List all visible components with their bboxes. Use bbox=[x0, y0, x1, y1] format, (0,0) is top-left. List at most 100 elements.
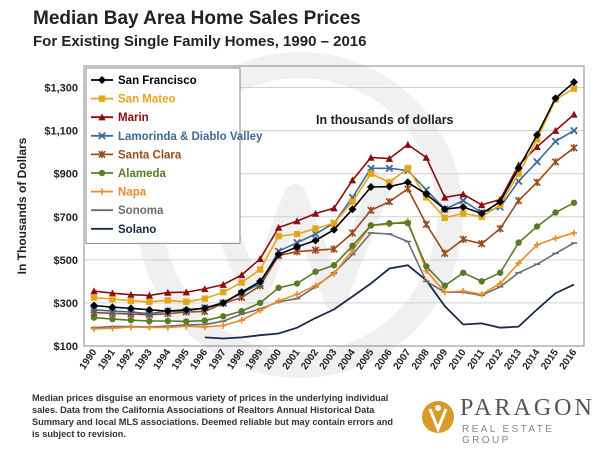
data-point bbox=[515, 239, 522, 246]
data-point bbox=[570, 110, 578, 118]
data-point bbox=[441, 288, 448, 296]
data-point bbox=[293, 217, 301, 225]
data-point bbox=[109, 315, 116, 323]
data-point bbox=[552, 235, 559, 242]
data-point bbox=[127, 323, 135, 331]
x-tick-label: 2013 bbox=[502, 347, 524, 372]
y-tick-label: $1,300 bbox=[44, 83, 78, 95]
data-point bbox=[533, 241, 541, 248]
data-point bbox=[460, 269, 467, 276]
data-point bbox=[312, 268, 319, 275]
x-tick-label: 2010 bbox=[447, 347, 469, 372]
data-point bbox=[533, 178, 541, 187]
data-point bbox=[570, 85, 578, 92]
data-point bbox=[533, 130, 542, 139]
data-point bbox=[459, 196, 468, 205]
data-point bbox=[366, 183, 375, 192]
data-point bbox=[220, 322, 227, 329]
data-point bbox=[477, 239, 486, 248]
data-point bbox=[164, 324, 172, 331]
y-tick-label: $100 bbox=[54, 341, 78, 353]
data-point bbox=[385, 164, 394, 173]
data-point bbox=[312, 225, 319, 232]
paragon-logo: PARAGON REAL ESTATE GROUP bbox=[420, 393, 595, 446]
data-point bbox=[460, 210, 467, 217]
data-point bbox=[238, 307, 245, 315]
legend-item: San Mateo bbox=[91, 94, 176, 106]
data-point bbox=[385, 154, 394, 162]
data-point bbox=[311, 236, 320, 245]
data-point bbox=[201, 317, 208, 324]
data-point bbox=[98, 76, 106, 84]
data-point bbox=[183, 298, 190, 306]
legend-label: Napa bbox=[118, 187, 147, 199]
data-point bbox=[275, 297, 282, 304]
data-point bbox=[423, 263, 430, 270]
data-point bbox=[496, 224, 504, 233]
data-point bbox=[514, 177, 523, 186]
data-point bbox=[551, 158, 560, 166]
data-point bbox=[441, 214, 448, 222]
legend-item: Lamorinda & Diablo Valley bbox=[91, 131, 263, 143]
paragon-emblem-icon bbox=[422, 401, 454, 434]
x-tick-label: 2015 bbox=[539, 347, 561, 372]
x-tick-label: 1994 bbox=[152, 347, 174, 372]
data-point bbox=[515, 170, 522, 177]
data-point bbox=[108, 289, 117, 297]
data-point bbox=[570, 126, 578, 135]
legend-item: San Francisco bbox=[91, 75, 197, 87]
data-point bbox=[256, 266, 264, 273]
data-point bbox=[274, 223, 283, 231]
data-point bbox=[163, 307, 172, 316]
data-point bbox=[256, 307, 264, 314]
data-point bbox=[275, 232, 282, 240]
data-point bbox=[330, 270, 338, 278]
x-tick-label: 1996 bbox=[188, 347, 210, 372]
data-point bbox=[219, 280, 227, 288]
chart-title: Median Bay Area Home Sales Prices bbox=[33, 8, 361, 29]
data-point bbox=[515, 259, 522, 267]
data-point bbox=[127, 291, 135, 298]
data-point bbox=[440, 205, 449, 214]
data-point bbox=[460, 287, 467, 295]
series-san-francisco bbox=[90, 78, 578, 316]
line-chart: $100$300$500$700$900$1,100$1,300 1990199… bbox=[15, 52, 585, 378]
x-tick-label: 2011 bbox=[466, 347, 488, 371]
data-point bbox=[570, 199, 578, 206]
data-point bbox=[90, 301, 98, 310]
data-point bbox=[109, 295, 116, 303]
data-point bbox=[478, 278, 485, 285]
y-tick-label: $500 bbox=[54, 255, 78, 267]
data-point bbox=[98, 95, 106, 102]
data-point bbox=[237, 288, 246, 297]
y-tick-label: $300 bbox=[54, 298, 78, 310]
data-point bbox=[367, 164, 375, 173]
data-point bbox=[182, 305, 191, 314]
legend-item: Napa bbox=[91, 187, 147, 199]
data-point bbox=[551, 137, 560, 146]
data-point bbox=[183, 318, 190, 325]
x-tick-label: 2008 bbox=[410, 347, 432, 372]
data-point bbox=[127, 316, 135, 324]
x-tick-label: 1995 bbox=[170, 347, 192, 372]
legend-label: Solano bbox=[118, 224, 156, 236]
data-point bbox=[386, 220, 393, 227]
x-tick-label: 2007 bbox=[392, 347, 414, 372]
data-point bbox=[570, 229, 578, 237]
data-point bbox=[220, 313, 227, 320]
data-point bbox=[367, 222, 375, 229]
x-tick-label: 2009 bbox=[428, 347, 450, 372]
data-point bbox=[145, 305, 154, 314]
data-point bbox=[330, 245, 338, 253]
data-point bbox=[98, 150, 106, 159]
data-point bbox=[477, 209, 486, 218]
logo-tagline: REAL ESTATE GROUP bbox=[462, 424, 555, 446]
y-tick-label: $1,100 bbox=[44, 126, 78, 138]
legend-label: Santa Clara bbox=[118, 149, 182, 161]
data-point bbox=[477, 201, 486, 209]
data-point bbox=[256, 277, 265, 286]
data-point bbox=[311, 209, 320, 217]
data-point bbox=[330, 220, 338, 227]
data-point bbox=[293, 291, 301, 298]
data-point bbox=[404, 165, 412, 172]
